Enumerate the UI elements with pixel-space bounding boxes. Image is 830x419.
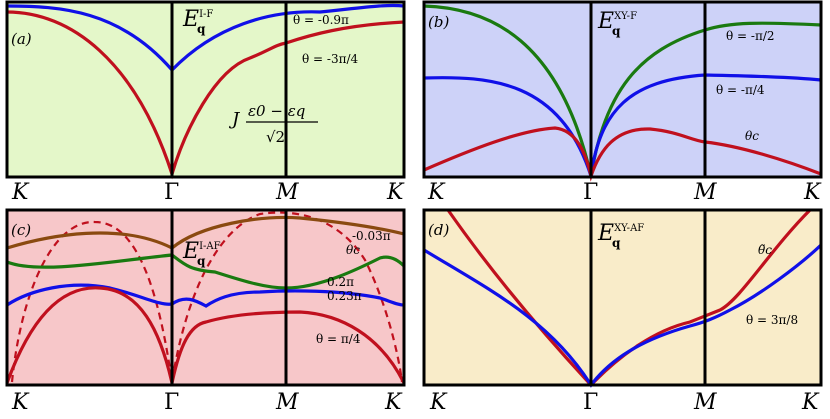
panel-a-tag: (a) [11,30,32,48]
tick-Gamma-d: Γ [583,390,598,415]
label-c-blue: 0.23π [327,289,362,303]
panel-c-title: EI-AF [182,239,221,264]
label-b-green: θ = -π/2 [726,29,775,43]
panel-c: (c) EI-AF q -0.03π θc 0.2π 0.23π θ = π/4 [5,208,406,387]
tick-K-c: K [11,390,30,415]
panel-c-frame [5,208,406,387]
label-c-green: 0.2π [327,275,354,289]
panel-a-title-sub: q [197,22,206,36]
label-a-blue: θ = -0.9π [293,13,349,27]
panel-b-title-sub: q [612,24,621,38]
panel-d-title-sub: q [612,236,621,250]
panel-a: (a) EI-F q θ = -0.9π θ = -3π/4 J ε0 − εq… [5,0,406,180]
formula-denominator: √2 [266,128,285,146]
label-d-blue: θ = 3π/8 [746,313,798,327]
series-d-red [446,208,812,388]
panel-b-frame [422,0,823,179]
series-b-blue [423,73,822,177]
panel-d: (d) EXY-AF q θ̃c θ = 3π/8 [422,208,823,388]
panel-c-title-sub: q [197,254,206,268]
label-c-theta-c: θc [346,243,360,257]
panel-b-tag: (b) [428,13,449,31]
series-c-green [6,253,406,290]
x-ticks-top-left: K Γ M K [11,180,405,205]
panel-d-background [424,210,821,385]
tick-K2-a: K [386,180,405,205]
tick-Gamma-a: Γ [164,180,179,205]
label-b-blue: θ = -π/4 [716,83,765,97]
x-ticks-bottom-right: K Γ M K [429,390,820,415]
tick-K-a: K [11,180,30,205]
panel-c-tag: (c) [11,221,31,239]
tick-Gamma-c: Γ [164,390,179,415]
series-d-blue [423,243,823,388]
tick-M-a: M [275,180,299,205]
tick-K-d: K [429,390,448,415]
x-ticks-bottom-left: K Γ M K [11,390,403,415]
tick-K-b: K [427,180,446,205]
label-b-red: θc [745,129,759,143]
series-a-red [6,10,405,180]
series-b-green [423,4,822,177]
tick-M-b: M [693,180,717,205]
formula-prefix: J [228,109,241,130]
series-c-red-solid [5,286,406,384]
label-c-red: θ = π/4 [316,332,361,346]
tick-Gamma-b: Γ [583,180,598,205]
panel-a-title: EI-F [182,7,213,32]
label-a-red: θ = -3π/4 [302,52,359,66]
label-d-red: θ̃c [758,243,772,257]
tick-M-d: M [693,390,717,415]
tick-M-c: M [275,390,299,415]
label-c-brown: -0.03π [352,229,391,243]
panel-a-frame [5,0,406,179]
series-b-red [423,126,822,182]
panel-b-title: EXY-F [597,9,637,34]
tick-K2-d: K [801,390,820,415]
panel-b: (b) EXY-F q θ = -π/2 θ = -π/4 θc [422,0,823,182]
x-ticks-top-right: K Γ M K [427,180,822,205]
panel-d-frame [422,208,823,387]
series-c-brown [6,215,405,250]
panel-d-tag: (d) [428,221,449,239]
tick-K2-b: K [803,180,822,205]
series-c-red-dashed [10,211,404,383]
panel-c-background [7,210,404,385]
tick-K2-c: K [384,390,403,415]
formula-numerator: ε0 − εq [248,102,305,120]
series-a-blue [6,3,405,73]
panel-d-title: EXY-AF [597,221,644,246]
